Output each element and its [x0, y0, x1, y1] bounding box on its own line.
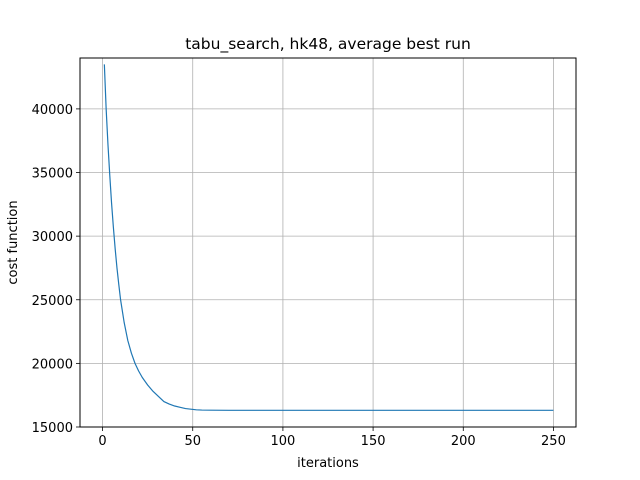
- series-line: [103, 64, 554, 411]
- x-tick-label: 250: [541, 434, 566, 449]
- y-tick-label: 30000: [32, 230, 73, 245]
- x-tick-label: 150: [361, 434, 386, 449]
- x-tick-label: 200: [451, 434, 476, 449]
- x-tick-label: 100: [270, 434, 295, 449]
- y-tick-label: 15000: [32, 421, 73, 436]
- y-tick-label: 35000: [32, 167, 73, 182]
- plot-frame: [79, 57, 577, 428]
- y-tick-label: 25000: [32, 294, 73, 309]
- x-axis-label: iterations: [297, 456, 359, 471]
- y-tick-label: 40000: [32, 103, 73, 118]
- y-tick-label: 20000: [32, 357, 73, 372]
- series-layer: [103, 64, 554, 411]
- chart-title: tabu_search, hk48, average best run: [185, 35, 471, 54]
- y-axis-label: cost function: [6, 200, 21, 284]
- ticks: 0 50 100 150 200 250 15000 20000 25000 30000 35000…: [32, 103, 566, 449]
- x-tick-label: 0: [98, 434, 106, 449]
- x-tick-label: 50: [184, 434, 201, 449]
